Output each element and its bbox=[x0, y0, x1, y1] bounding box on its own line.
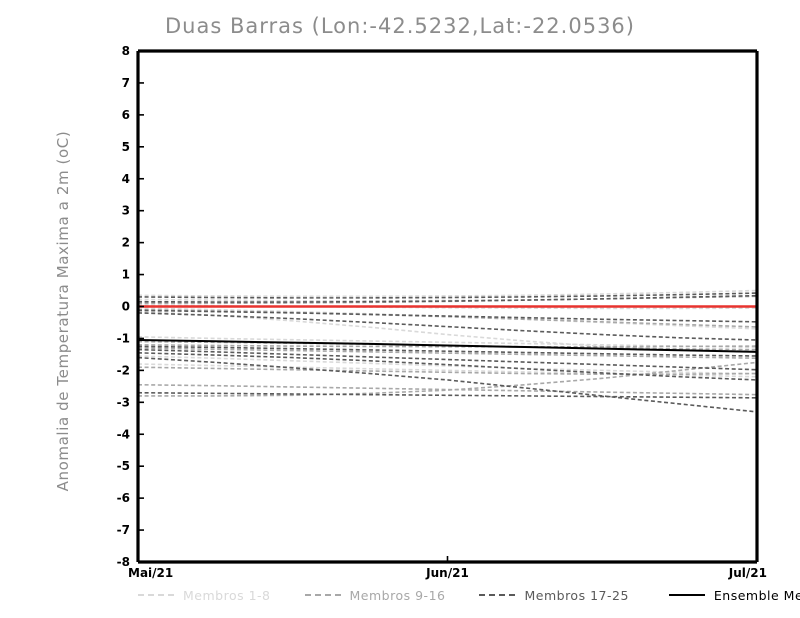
series-line bbox=[137, 336, 758, 349]
y-tick-label: -2 bbox=[117, 363, 130, 377]
legend-entry: Ensemble Mean bbox=[668, 587, 800, 603]
series-line bbox=[137, 289, 758, 298]
y-tick-label: 8 bbox=[122, 44, 130, 58]
y-tick-label: 5 bbox=[122, 140, 130, 154]
legend-entry: Membros 1-8 bbox=[138, 588, 271, 603]
series-line bbox=[137, 366, 758, 376]
legend-swatch-dashed bbox=[304, 594, 341, 596]
legend-label: Membros 9-16 bbox=[349, 587, 446, 603]
y-tick-label: -1 bbox=[117, 331, 130, 345]
y-tick-labels: 8 7 6 5 4 3 2 1 0 -1 -2 -3 -4 -5 -6 -7 -8 bbox=[117, 44, 144, 569]
legend-label: Membros 17-25 bbox=[524, 587, 629, 603]
series-line bbox=[137, 347, 758, 360]
series-line bbox=[137, 383, 758, 396]
x-tick-label: Mai/21 bbox=[128, 566, 173, 580]
series-line bbox=[137, 352, 758, 381]
x-tick-label: Jun/21 bbox=[425, 566, 469, 580]
legend-swatch-dashed bbox=[138, 594, 174, 596]
series-line bbox=[137, 348, 758, 371]
y-tick-label: -3 bbox=[117, 395, 130, 409]
y-tick-label: 0 bbox=[122, 300, 130, 314]
series-line bbox=[137, 355, 758, 375]
series-line bbox=[137, 339, 758, 353]
y-tick-label: 1 bbox=[122, 268, 130, 282]
y-tick-label: 2 bbox=[122, 236, 130, 250]
y-tick-label: 6 bbox=[122, 108, 130, 122]
y-tick-label: -7 bbox=[117, 523, 130, 537]
legend-swatch-dashed bbox=[479, 594, 516, 596]
y-tick-label: 4 bbox=[122, 172, 130, 186]
series-line bbox=[137, 363, 758, 378]
x-tick-labels: Mai/21 Jun/21 Jul/21 bbox=[128, 556, 767, 580]
y-tick-label: -5 bbox=[117, 459, 130, 473]
legend-label: Ensemble Mean bbox=[713, 587, 800, 603]
y-tick-label: -4 bbox=[117, 427, 130, 441]
series-line bbox=[137, 345, 758, 357]
chart-title: Duas Barras (Lon:-42.5232,Lat:-22.0536) bbox=[165, 14, 635, 38]
chart-legend: Membros 1-8 Membros 9-16 Membros 17-25 Ense… bbox=[138, 584, 800, 606]
series-line bbox=[137, 344, 758, 348]
y-tick-label: -8 bbox=[117, 555, 130, 569]
series-line bbox=[137, 356, 758, 413]
series-line bbox=[137, 309, 758, 323]
series-line bbox=[137, 292, 758, 299]
series-line bbox=[137, 340, 758, 351]
series-line bbox=[137, 312, 758, 341]
series-line bbox=[137, 294, 758, 303]
legend-entry: Membros 9-16 bbox=[304, 587, 446, 603]
series-line bbox=[137, 307, 758, 330]
legend-label: Membros 1-8 bbox=[183, 587, 271, 603]
series-line bbox=[137, 308, 758, 328]
legend-entry: Membros 17-25 bbox=[479, 588, 628, 603]
series-layer bbox=[137, 289, 758, 413]
x-tick-label: Jul/21 bbox=[728, 566, 767, 580]
y-tick-label: -6 bbox=[117, 491, 130, 505]
series-line bbox=[137, 391, 758, 399]
series-line bbox=[138, 361, 758, 397]
legend-swatch-solid bbox=[668, 593, 705, 597]
y-tick-label: 3 bbox=[122, 204, 130, 218]
series-line bbox=[137, 304, 758, 310]
y-tick-label: 7 bbox=[122, 76, 130, 90]
